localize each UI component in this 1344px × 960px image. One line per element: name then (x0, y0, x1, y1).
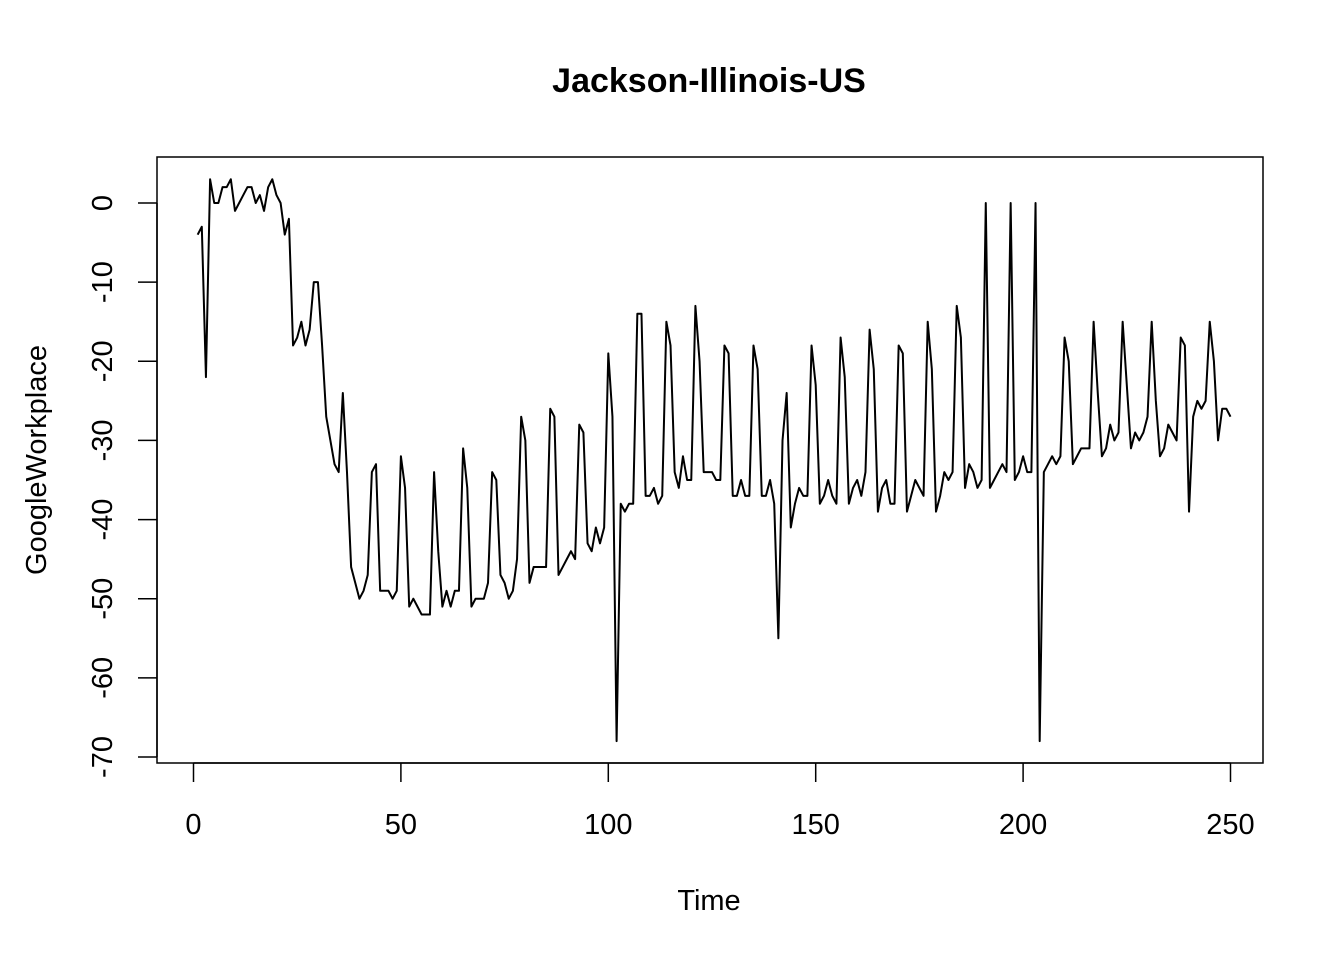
x-tick-label: 200 (999, 809, 1047, 841)
y-tick-label: -70 (87, 736, 119, 778)
series-line (196, 178, 1232, 743)
y-axis: 0 -10 -20 -30 -40 -50 -60 -70 (87, 195, 158, 778)
x-tick-label: 250 (1206, 809, 1254, 841)
y-tick-label: -20 (87, 340, 119, 382)
y-tick-label: 0 (87, 195, 119, 211)
y-tick-label: -30 (87, 419, 119, 461)
x-axis-label: Time (677, 885, 740, 917)
chart-title: Jackson-Illinois-US (552, 62, 866, 100)
x-tick-label: 100 (584, 809, 632, 841)
x-tick-label: 50 (385, 809, 417, 841)
series-layer (196, 178, 1232, 743)
x-tick-label: 0 (185, 809, 201, 841)
x-tick-label: 150 (792, 809, 840, 841)
y-tick-label: -60 (87, 657, 119, 699)
y-axis-label: GoogleWorkplace (21, 345, 53, 575)
y-tick-label: -50 (87, 578, 119, 620)
y-tick-label: -10 (87, 261, 119, 303)
x-axis: 0 50 100 150 200 250 (185, 762, 1255, 841)
plot-frame (156, 156, 1264, 764)
y-tick-label: -40 (87, 499, 119, 541)
